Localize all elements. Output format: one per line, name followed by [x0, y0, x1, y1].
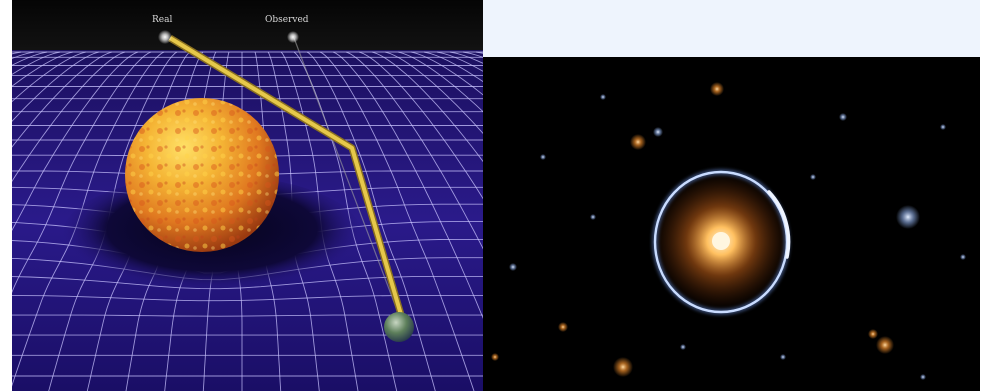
background-galaxy — [653, 127, 663, 137]
einstein-ring-photo — [483, 57, 980, 391]
background-galaxy — [630, 134, 646, 150]
background-galaxy — [680, 344, 686, 350]
background-galaxy — [810, 174, 816, 180]
grid-line — [306, 51, 436, 391]
grid-line — [12, 51, 87, 103]
background-galaxy — [780, 354, 786, 360]
sky-band — [12, 0, 483, 50]
galaxy-core — [712, 232, 730, 250]
background-galaxy — [710, 82, 724, 96]
grid-line — [12, 51, 113, 148]
background-galaxy — [600, 94, 606, 100]
background-galaxy — [940, 124, 946, 130]
grid-line — [12, 51, 165, 387]
einstein-ring-image — [483, 57, 980, 391]
blank-strip — [483, 0, 980, 57]
grid-line — [345, 51, 483, 250]
background-galaxy — [491, 353, 499, 361]
spacetime-diagram: Real Observed — [12, 0, 483, 391]
grid-line — [371, 51, 483, 163]
observed-star — [287, 31, 299, 43]
grid-line — [332, 51, 483, 319]
label-real: Real — [152, 15, 172, 25]
sun-texture — [125, 98, 279, 252]
background-galaxy — [920, 374, 926, 380]
background-galaxy — [509, 263, 517, 271]
grid-line — [410, 51, 483, 96]
grid-line — [12, 51, 152, 293]
grid-line — [384, 51, 483, 134]
label-observed: Observed — [265, 15, 309, 25]
background-galaxies — [491, 82, 966, 380]
background-galaxy — [896, 205, 920, 229]
grid-line — [358, 51, 483, 200]
background-galaxy — [839, 113, 847, 121]
real-star — [158, 30, 172, 44]
background-galaxy — [868, 329, 878, 339]
background-galaxy — [558, 322, 568, 332]
background-galaxy — [590, 214, 596, 220]
grid-line — [12, 51, 126, 182]
background-galaxy — [876, 336, 894, 354]
grid-line — [12, 51, 100, 122]
spacetime-curvature-illustration: Real Observed — [12, 0, 483, 391]
ring-bright-arc — [767, 190, 791, 259]
background-galaxy — [960, 254, 966, 260]
observed-line-of-sight — [293, 37, 401, 319]
background-galaxy — [540, 154, 546, 160]
grid-line — [280, 51, 359, 391]
bent-light-ray — [168, 36, 404, 319]
background-galaxy — [613, 357, 633, 377]
grid-line — [12, 51, 74, 87]
grid-line — [319, 51, 475, 391]
grid-line — [12, 51, 139, 232]
earth — [384, 312, 414, 342]
grid-line — [397, 51, 483, 113]
